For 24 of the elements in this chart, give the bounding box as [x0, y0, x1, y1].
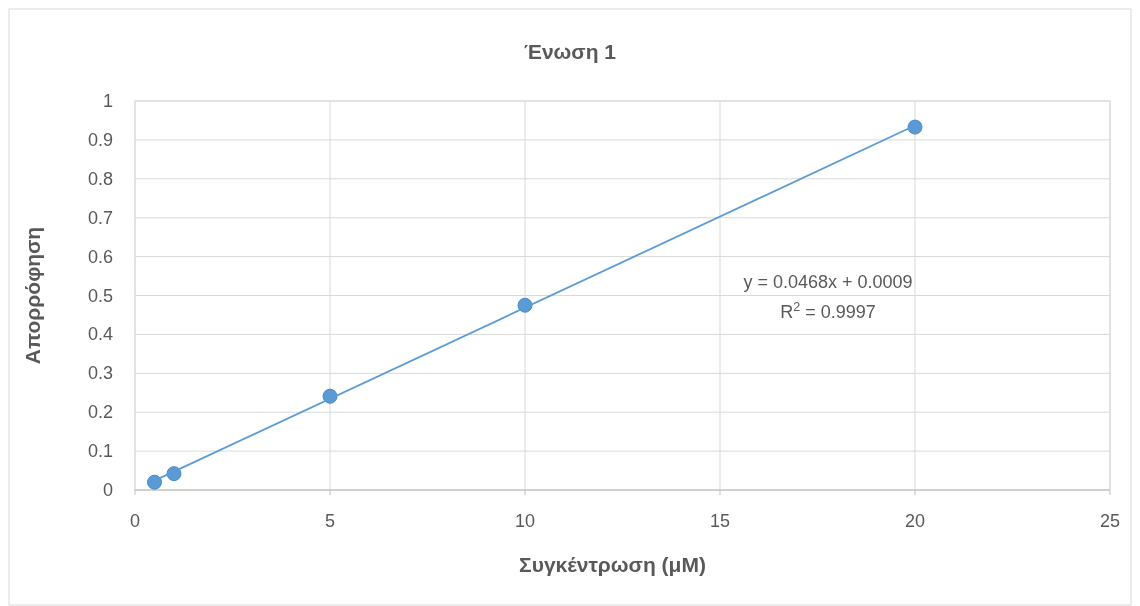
- y-tick-label: 0.7: [87, 207, 113, 228]
- x-tick-label: 20: [904, 511, 926, 531]
- x-tick-label: 15: [709, 511, 731, 531]
- x-axis-title: Συγκέντρωση (μM): [519, 553, 706, 576]
- point: [147, 474, 162, 490]
- chart-title: Ένωση 1: [523, 40, 617, 63]
- annotation: y = 0.0468x + 0.0009: [743, 272, 913, 292]
- y-tick-label: 0: [102, 480, 113, 500]
- y-tick-label: 0.5: [87, 285, 113, 306]
- y-tick-label: 0.3: [87, 363, 113, 384]
- x-tick-label: 25: [1099, 511, 1121, 531]
- x-tick-label: 10: [514, 511, 536, 531]
- annotation: R$^{2}$ = 0.9997: [780, 300, 876, 322]
- y-tick-label: 0.8: [87, 168, 113, 189]
- y-tick-label: 0.1: [87, 441, 113, 462]
- point: [907, 119, 923, 135]
- y-tick-label: 0.6: [87, 246, 113, 267]
- y-tick-label: 0.4: [87, 324, 113, 345]
- y-tick-label: 0.9: [87, 129, 113, 150]
- y-tick-label: 0.2: [87, 402, 113, 423]
- x-tick-label: 0: [129, 511, 141, 531]
- y-axis-title: Απορρόφηση: [21, 226, 44, 365]
- x-tick-label: 5: [324, 511, 336, 531]
- y-tick-label: 1: [102, 91, 113, 111]
